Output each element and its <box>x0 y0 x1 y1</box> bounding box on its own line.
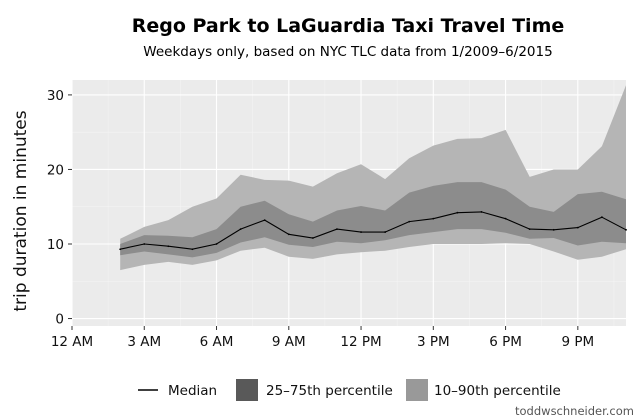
x-tick-label: 6 AM <box>200 334 234 350</box>
median-point <box>408 220 411 223</box>
chart-title: Rego Park to LaGuardia Taxi Travel Time <box>132 15 565 37</box>
legend-iqr-key <box>236 379 258 401</box>
median-point <box>287 233 290 236</box>
median-point <box>528 228 531 230</box>
median-point <box>384 231 387 233</box>
x-tick-label: 9 PM <box>561 334 594 350</box>
median-point <box>601 216 603 219</box>
median-point <box>576 226 579 229</box>
y-tick-label: 20 <box>47 162 64 178</box>
median-point <box>480 211 483 213</box>
median-point <box>263 219 266 222</box>
x-tick-label: 12 PM <box>340 334 381 350</box>
median-point <box>552 228 555 231</box>
median-point <box>119 248 122 251</box>
credit-text: toddwschneider.com <box>515 404 634 418</box>
y-tick-label: 10 <box>47 237 64 253</box>
median-point <box>504 217 507 220</box>
median-point <box>311 237 314 239</box>
x-tick-label: 12 AM <box>51 334 93 350</box>
legend-iqr-label: 25–75th percentile <box>266 383 393 399</box>
y-axis-ticks: 0 10 20 30 <box>47 88 72 328</box>
median-points <box>119 211 627 251</box>
x-tick-label: 9 AM <box>272 334 306 350</box>
median-point <box>336 228 338 230</box>
median-point <box>432 217 435 220</box>
median-point <box>360 231 362 233</box>
median-point <box>625 228 627 231</box>
median-line <box>120 211 627 250</box>
x-tick-label: 3 PM <box>417 334 450 350</box>
band-25-75-percentile <box>120 182 626 258</box>
y-tick-label: 30 <box>47 88 64 104</box>
chart-subtitle: Weekdays only, based on NYC TLC data fro… <box>143 44 552 60</box>
median-point <box>143 243 146 245</box>
x-tick-label: 3 AM <box>127 334 161 350</box>
y-axis-label: trip duration in minutes <box>11 110 31 311</box>
median-point <box>239 228 242 230</box>
legend: Median 25–75th percentile 10–90th percen… <box>138 379 561 401</box>
legend-10-90-label: 10–90th percentile <box>434 383 561 399</box>
x-axis-ticks: 12 AM 3 AM 6 AM 9 AM 12 PM 3 PM 6 PM 9 PM <box>51 326 594 350</box>
y-tick-label: 0 <box>55 312 64 328</box>
median-point <box>167 245 170 248</box>
legend-10-90-key <box>406 379 428 401</box>
x-tick-label: 6 PM <box>489 334 522 350</box>
median-point <box>215 243 218 245</box>
median-point <box>191 248 194 251</box>
legend-median-label: Median <box>168 383 217 399</box>
median-point <box>456 211 459 214</box>
